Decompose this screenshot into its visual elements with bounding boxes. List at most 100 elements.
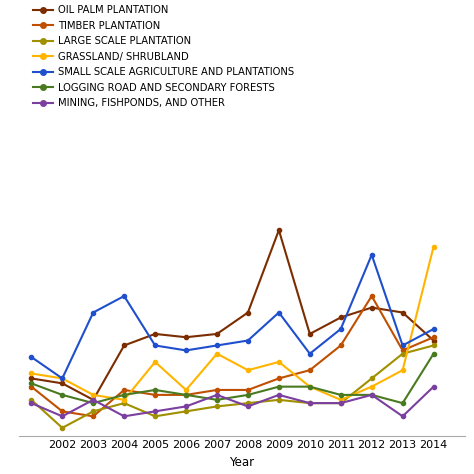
MINING, FISHPONDS, AND OTHER xyxy=(91,397,96,403)
SMALL SCALE AGRICULTURE AND PLANTATIONS xyxy=(152,343,158,348)
Line: GRASSLAND/ SHRUBLAND: GRASSLAND/ SHRUBLAND xyxy=(29,245,436,402)
SMALL SCALE AGRICULTURE AND PLANTATIONS xyxy=(28,354,34,360)
SMALL SCALE AGRICULTURE AND PLANTATIONS xyxy=(276,310,282,315)
OIL PALM PLANTATION xyxy=(28,375,34,381)
LOGGING ROAD AND SECONDARY FORESTS xyxy=(245,392,251,398)
LOGGING ROAD AND SECONDARY FORESTS xyxy=(276,384,282,390)
X-axis label: Year: Year xyxy=(229,456,255,469)
MINING, FISHPONDS, AND OTHER xyxy=(183,403,189,409)
LARGE SCALE PLANTATION xyxy=(28,397,34,403)
GRASSLAND/ SHRUBLAND xyxy=(338,397,344,403)
MINING, FISHPONDS, AND OTHER xyxy=(121,413,127,419)
TIMBER PLANTATION xyxy=(400,347,405,353)
MINING, FISHPONDS, AND OTHER xyxy=(369,392,374,398)
SMALL SCALE AGRICULTURE AND PLANTATIONS xyxy=(400,343,405,348)
OIL PALM PLANTATION xyxy=(245,310,251,315)
OIL PALM PLANTATION xyxy=(307,331,313,337)
OIL PALM PLANTATION xyxy=(121,343,127,348)
OIL PALM PLANTATION xyxy=(91,397,96,403)
MINING, FISHPONDS, AND OTHER xyxy=(400,413,405,419)
GRASSLAND/ SHRUBLAND xyxy=(183,387,189,393)
SMALL SCALE AGRICULTURE AND PLANTATIONS xyxy=(91,310,96,315)
TIMBER PLANTATION xyxy=(307,367,313,373)
LARGE SCALE PLANTATION xyxy=(276,397,282,403)
LOGGING ROAD AND SECONDARY FORESTS xyxy=(214,397,220,403)
LOGGING ROAD AND SECONDARY FORESTS xyxy=(338,392,344,398)
OIL PALM PLANTATION xyxy=(59,381,65,386)
MINING, FISHPONDS, AND OTHER xyxy=(214,392,220,398)
OIL PALM PLANTATION xyxy=(431,337,437,343)
LOGGING ROAD AND SECONDARY FORESTS xyxy=(91,400,96,406)
LARGE SCALE PLANTATION xyxy=(245,400,251,406)
TIMBER PLANTATION xyxy=(91,413,96,419)
OIL PALM PLANTATION xyxy=(369,305,374,310)
Line: OIL PALM PLANTATION: OIL PALM PLANTATION xyxy=(29,228,436,402)
LOGGING ROAD AND SECONDARY FORESTS xyxy=(183,392,189,398)
Line: LOGGING ROAD AND SECONDARY FORESTS: LOGGING ROAD AND SECONDARY FORESTS xyxy=(29,352,436,405)
OIL PALM PLANTATION xyxy=(214,331,220,337)
LOGGING ROAD AND SECONDARY FORESTS xyxy=(307,384,313,390)
LARGE SCALE PLANTATION xyxy=(338,400,344,406)
MINING, FISHPONDS, AND OTHER xyxy=(307,400,313,406)
LARGE SCALE PLANTATION xyxy=(152,413,158,419)
GRASSLAND/ SHRUBLAND xyxy=(400,367,405,373)
LARGE SCALE PLANTATION xyxy=(307,400,313,406)
TIMBER PLANTATION xyxy=(59,409,65,414)
Line: LARGE SCALE PLANTATION: LARGE SCALE PLANTATION xyxy=(29,343,436,430)
SMALL SCALE AGRICULTURE AND PLANTATIONS xyxy=(214,343,220,348)
LOGGING ROAD AND SECONDARY FORESTS xyxy=(121,392,127,398)
TIMBER PLANTATION xyxy=(214,387,220,393)
TIMBER PLANTATION xyxy=(276,375,282,381)
SMALL SCALE AGRICULTURE AND PLANTATIONS xyxy=(245,337,251,343)
LOGGING ROAD AND SECONDARY FORESTS xyxy=(28,381,34,386)
LARGE SCALE PLANTATION xyxy=(431,343,437,348)
TIMBER PLANTATION xyxy=(152,392,158,398)
SMALL SCALE AGRICULTURE AND PLANTATIONS xyxy=(338,326,344,332)
LOGGING ROAD AND SECONDARY FORESTS xyxy=(59,392,65,398)
OIL PALM PLANTATION xyxy=(400,310,405,315)
GRASSLAND/ SHRUBLAND xyxy=(307,384,313,390)
MINING, FISHPONDS, AND OTHER xyxy=(431,384,437,390)
Line: SMALL SCALE AGRICULTURE AND PLANTATIONS: SMALL SCALE AGRICULTURE AND PLANTATIONS xyxy=(29,253,436,381)
TIMBER PLANTATION xyxy=(183,392,189,398)
GRASSLAND/ SHRUBLAND xyxy=(59,375,65,381)
LARGE SCALE PLANTATION xyxy=(369,375,374,381)
LARGE SCALE PLANTATION xyxy=(400,351,405,356)
GRASSLAND/ SHRUBLAND xyxy=(214,351,220,356)
GRASSLAND/ SHRUBLAND xyxy=(28,371,34,376)
TIMBER PLANTATION xyxy=(28,384,34,390)
MINING, FISHPONDS, AND OTHER xyxy=(338,400,344,406)
GRASSLAND/ SHRUBLAND xyxy=(152,359,158,365)
GRASSLAND/ SHRUBLAND xyxy=(431,244,437,249)
SMALL SCALE AGRICULTURE AND PLANTATIONS xyxy=(59,375,65,381)
TIMBER PLANTATION xyxy=(431,334,437,340)
LARGE SCALE PLANTATION xyxy=(183,409,189,414)
SMALL SCALE AGRICULTURE AND PLANTATIONS xyxy=(307,351,313,356)
MINING, FISHPONDS, AND OTHER xyxy=(28,400,34,406)
TIMBER PLANTATION xyxy=(121,387,127,393)
OIL PALM PLANTATION xyxy=(152,331,158,337)
MINING, FISHPONDS, AND OTHER xyxy=(245,403,251,409)
LOGGING ROAD AND SECONDARY FORESTS xyxy=(369,392,374,398)
Legend: OIL PALM PLANTATION, TIMBER PLANTATION, LARGE SCALE PLANTATION, GRASSLAND/ SHRUB: OIL PALM PLANTATION, TIMBER PLANTATION, … xyxy=(33,5,294,108)
GRASSLAND/ SHRUBLAND xyxy=(121,397,127,403)
OIL PALM PLANTATION xyxy=(338,315,344,320)
TIMBER PLANTATION xyxy=(338,343,344,348)
GRASSLAND/ SHRUBLAND xyxy=(276,359,282,365)
LOGGING ROAD AND SECONDARY FORESTS xyxy=(152,387,158,393)
GRASSLAND/ SHRUBLAND xyxy=(245,367,251,373)
SMALL SCALE AGRICULTURE AND PLANTATIONS xyxy=(369,252,374,258)
OIL PALM PLANTATION xyxy=(183,334,189,340)
LARGE SCALE PLANTATION xyxy=(91,409,96,414)
SMALL SCALE AGRICULTURE AND PLANTATIONS xyxy=(183,347,189,353)
GRASSLAND/ SHRUBLAND xyxy=(369,384,374,390)
SMALL SCALE AGRICULTURE AND PLANTATIONS xyxy=(431,326,437,332)
SMALL SCALE AGRICULTURE AND PLANTATIONS xyxy=(121,293,127,299)
MINING, FISHPONDS, AND OTHER xyxy=(59,413,65,419)
TIMBER PLANTATION xyxy=(245,387,251,393)
MINING, FISHPONDS, AND OTHER xyxy=(276,392,282,398)
OIL PALM PLANTATION xyxy=(276,228,282,233)
Line: MINING, FISHPONDS, AND OTHER: MINING, FISHPONDS, AND OTHER xyxy=(29,384,436,419)
MINING, FISHPONDS, AND OTHER xyxy=(152,409,158,414)
TIMBER PLANTATION xyxy=(369,293,374,299)
